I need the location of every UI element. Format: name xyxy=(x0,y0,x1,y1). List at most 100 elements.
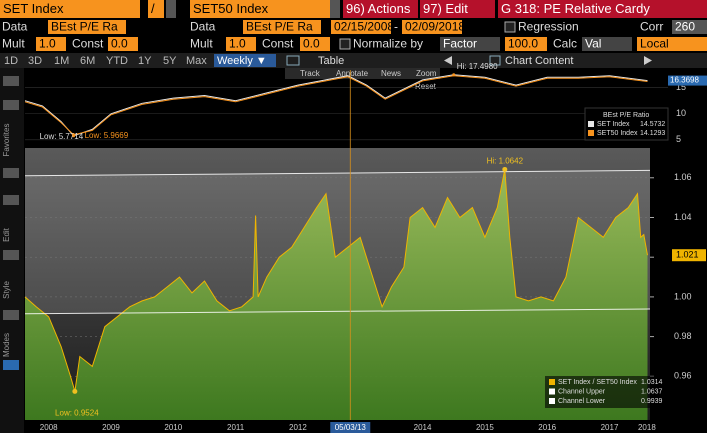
field-box[interactable] xyxy=(243,20,321,34)
y-tick-label: 5 xyxy=(676,134,681,144)
field-box[interactable] xyxy=(190,0,330,18)
legend-swatch xyxy=(549,379,555,385)
field-text[interactable]: G 318: PE Relative Cardy xyxy=(501,1,650,16)
x-tick-label: 2018 xyxy=(638,423,656,432)
field-box[interactable] xyxy=(582,37,632,51)
field-text[interactable]: 6M xyxy=(80,55,95,67)
field-text[interactable]: 1D xyxy=(4,55,18,67)
field-text[interactable]: News xyxy=(381,69,401,78)
line-series xyxy=(24,169,648,392)
scroll-left[interactable] xyxy=(444,56,452,65)
tool-icon[interactable] xyxy=(3,168,19,178)
channel-line xyxy=(24,308,651,315)
field-text[interactable]: 0.0 xyxy=(303,37,320,51)
annotation-label: Hi: 17.4980 xyxy=(457,62,498,71)
field-box[interactable] xyxy=(148,0,164,18)
field-text: Const xyxy=(262,37,294,51)
field-text[interactable]: BEst P/E Ra xyxy=(51,20,118,34)
checkbox[interactable] xyxy=(339,38,351,50)
field-text[interactable]: Track xyxy=(300,69,321,78)
tool-icon[interactable] xyxy=(3,360,19,370)
field-box[interactable] xyxy=(331,20,391,34)
field-text[interactable]: 100.0 xyxy=(508,37,538,51)
tool-icon[interactable] xyxy=(3,250,19,260)
field-text[interactable]: Local xyxy=(640,37,669,51)
field-text[interactable]: Factor xyxy=(443,37,477,51)
legend-swatch xyxy=(549,398,555,404)
checkbox[interactable] xyxy=(504,21,516,33)
dropdown[interactable] xyxy=(166,0,176,18)
field-text[interactable]: Chart Content xyxy=(505,55,573,67)
tool-icon[interactable] xyxy=(3,310,19,320)
chart-icon[interactable] xyxy=(286,55,300,66)
field-text[interactable]: Reset xyxy=(415,82,437,91)
field-text[interactable]: / xyxy=(151,1,155,16)
y-tick-label: 1.00 xyxy=(674,291,692,301)
field-text[interactable]: SET50 Index xyxy=(193,1,269,16)
tool-icon[interactable] xyxy=(3,195,19,205)
field-text[interactable]: 96) Actions xyxy=(346,1,411,16)
x-tick-label: 2008 xyxy=(40,423,58,432)
field-text[interactable]: 02/09/2018 xyxy=(405,20,465,34)
field-text[interactable]: 0.0 xyxy=(111,37,128,51)
field-box[interactable] xyxy=(637,37,707,51)
field-text[interactable]: 1Y xyxy=(138,55,152,67)
field-box[interactable] xyxy=(505,37,547,51)
field-text[interactable]: Weekly ▼ xyxy=(217,55,267,67)
field-box[interactable] xyxy=(48,20,126,34)
dropdown[interactable] xyxy=(330,0,340,18)
legend-swatch xyxy=(549,388,555,395)
field-text[interactable]: 1M xyxy=(54,55,69,67)
field-text[interactable]: Max xyxy=(186,55,207,67)
field-box[interactable] xyxy=(108,37,138,51)
cursor-label: 05/03/13 xyxy=(335,423,367,432)
field-text[interactable]: BEst P/E Ra xyxy=(246,20,313,34)
field-text[interactable]: 5Y xyxy=(163,55,177,67)
field-text[interactable]: Zoom xyxy=(416,69,437,78)
field-box[interactable] xyxy=(214,54,276,67)
legend-name: SET Index xyxy=(597,121,630,128)
current-tag-label: 1.021 xyxy=(676,250,699,260)
current-tag xyxy=(668,75,707,86)
y-tick-label: 1.06 xyxy=(674,172,692,182)
tool-icon[interactable] xyxy=(3,100,19,110)
annotation-label: Low: 5.7714 xyxy=(40,132,84,141)
field-text[interactable]: 1.0 xyxy=(229,37,246,51)
legend-box xyxy=(545,376,668,408)
field-text: Calc xyxy=(553,37,577,51)
legend-name: SET Index / SET50 Index xyxy=(558,379,637,386)
panel-label: Style xyxy=(2,281,11,299)
field-box[interactable] xyxy=(343,0,418,18)
field-box[interactable] xyxy=(498,0,707,18)
field-text: Mult xyxy=(190,37,213,51)
field-box[interactable] xyxy=(420,0,495,18)
field-box[interactable] xyxy=(672,20,707,34)
content-icon[interactable] xyxy=(489,55,501,66)
field-text[interactable]: Annotate xyxy=(336,69,369,78)
field-text[interactable]: SET Index xyxy=(3,1,64,16)
scroll-right[interactable] xyxy=(644,56,652,65)
annotation-label: Hi: 1.0642 xyxy=(487,157,524,166)
field-text[interactable]: Val xyxy=(585,37,601,51)
field-box[interactable] xyxy=(440,37,500,51)
field-text[interactable]: 1.0 xyxy=(39,37,56,51)
field-text[interactable]: 02/15/2008 xyxy=(334,20,394,34)
tool-icon[interactable] xyxy=(3,76,19,86)
field-text[interactable]: 260 xyxy=(675,20,695,34)
field-box[interactable] xyxy=(226,37,256,51)
y-tick-label: 0.98 xyxy=(674,331,692,341)
field-box[interactable] xyxy=(402,20,462,34)
legend-name: SET50 Index xyxy=(597,130,638,137)
field-box[interactable] xyxy=(300,37,330,51)
panel-label: Modes xyxy=(2,333,11,357)
field-text[interactable]: YTD xyxy=(106,55,128,67)
field-text[interactable]: Table xyxy=(318,55,344,67)
line-series xyxy=(24,75,648,136)
field-text[interactable]: 97) Edit xyxy=(423,1,468,16)
y-tick-label: 15 xyxy=(676,82,686,92)
field-box[interactable] xyxy=(36,37,66,51)
field-text[interactable]: 3D xyxy=(28,55,42,67)
field-box[interactable] xyxy=(0,0,140,18)
